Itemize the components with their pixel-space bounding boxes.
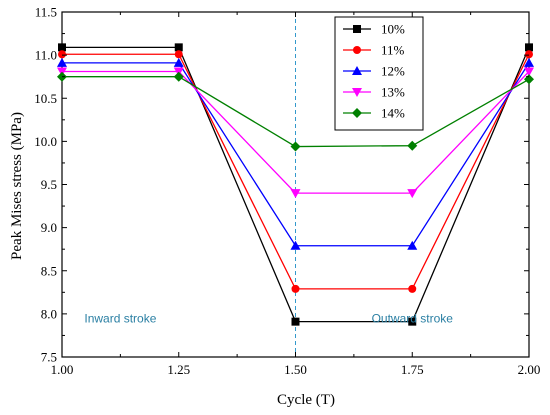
legend-entry-3: 13%	[343, 85, 405, 100]
data-point	[57, 57, 67, 67]
x-tick-label: 1.75	[401, 362, 424, 377]
data-point	[291, 317, 300, 326]
legend-marker	[352, 108, 362, 118]
legend-marker	[352, 88, 362, 97]
data-point	[524, 67, 534, 77]
legend-label: 12%	[381, 64, 405, 79]
y-tick-label: 9.5	[41, 177, 57, 192]
series-2	[57, 57, 534, 250]
y-tick-label: 7.5	[41, 350, 57, 365]
annotation-layer: Inward stroke Outward stroke	[84, 312, 453, 326]
data-point	[407, 240, 418, 250]
y-tick-label: 11.5	[35, 5, 57, 20]
data-point	[174, 43, 183, 52]
legend-box	[334, 16, 424, 131]
axes-layer: 1.00 1.25 1.50 1.75 2.00 7.5 8.0 8.5 9.0 9.5 10.0 1…	[34, 5, 540, 378]
legend-label: 14%	[381, 106, 405, 121]
data-point	[407, 189, 418, 199]
legend-marker	[353, 25, 361, 33]
annotation-1: Outward stroke	[372, 312, 454, 326]
data-point	[173, 57, 184, 67]
data-point	[408, 317, 417, 326]
y-tick-label: 11.0	[35, 48, 57, 63]
x-tick-label: 1.00	[51, 362, 74, 377]
series-layer	[57, 43, 534, 326]
data-point	[173, 71, 184, 82]
y-tick-label: 10.5	[34, 91, 57, 106]
legend-entry-1: 11%	[343, 43, 405, 58]
data-point	[174, 50, 183, 59]
data-point	[290, 240, 301, 250]
y-tick-label: 10.0	[34, 134, 57, 149]
data-point	[525, 50, 533, 59]
legend-label: 10%	[381, 22, 405, 37]
annotation-0: Inward stroke	[84, 312, 156, 326]
legend-label: 11%	[381, 43, 405, 58]
series-3	[57, 67, 534, 199]
data-point	[290, 189, 301, 199]
y-tick-label: 9.0	[41, 220, 57, 235]
legend-marker	[352, 66, 362, 75]
legend-entry-2: 12%	[343, 64, 405, 79]
x-tick-label: 1.50	[284, 362, 307, 377]
legend-marker	[353, 46, 361, 54]
legend: 10% 11% 12% 13% 14%	[334, 16, 424, 131]
x-tick-label: 1.25	[167, 362, 190, 377]
series-4	[57, 71, 534, 152]
data-point	[291, 284, 300, 293]
data-point	[525, 43, 533, 52]
data-point	[407, 140, 418, 151]
data-point	[290, 141, 301, 152]
y-axis-title: Peak Mises stress (MPa)	[9, 112, 25, 260]
series-0	[58, 43, 533, 326]
y-tick-label: 8.0	[41, 306, 57, 321]
legend-entry-0: 10%	[343, 22, 405, 37]
x-tick-label: 2.00	[518, 362, 541, 377]
data-point	[58, 43, 66, 52]
legend-entry-4: 14%	[343, 106, 405, 121]
data-point	[58, 50, 66, 59]
legend-label: 13%	[381, 85, 405, 100]
series-1	[58, 50, 533, 293]
data-point	[408, 284, 417, 293]
data-point	[524, 57, 534, 67]
x-axis-title: Cycle (T)	[277, 392, 335, 408]
y-tick-label: 8.5	[41, 263, 57, 278]
